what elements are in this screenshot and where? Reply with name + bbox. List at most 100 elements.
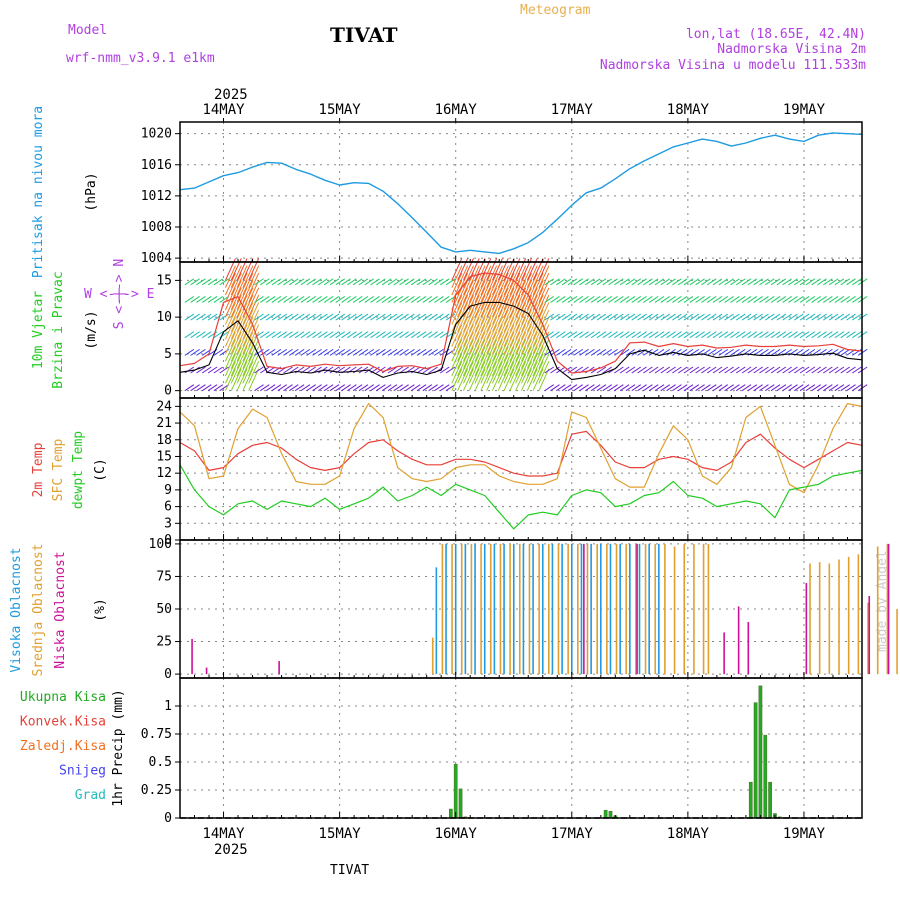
wind-barb xyxy=(462,346,474,369)
wind-barb xyxy=(648,296,659,303)
wind-barb xyxy=(643,313,653,321)
wind-barb xyxy=(753,278,763,286)
wind-barb xyxy=(631,366,642,374)
wind-barb xyxy=(526,324,538,347)
wind-barb xyxy=(846,366,856,374)
wind-barb xyxy=(370,313,380,321)
temp2m-ylabel: 2m Temp xyxy=(31,442,46,497)
wind-barb xyxy=(619,384,630,392)
wind-barb xyxy=(480,280,492,303)
wind-barb xyxy=(526,361,538,384)
wind-barb xyxy=(486,324,498,347)
wind-barb xyxy=(236,309,248,333)
wind-barb xyxy=(654,366,665,374)
wind-barb xyxy=(254,384,264,392)
wind-barb xyxy=(532,361,544,384)
wind-barb xyxy=(619,331,630,339)
wind-barb xyxy=(770,278,781,286)
wind-barb xyxy=(410,384,421,392)
wind-barb xyxy=(666,384,676,392)
wind-barb xyxy=(265,384,276,392)
date-label-bottom: 19MAY xyxy=(783,826,826,842)
wind-barb xyxy=(811,331,821,339)
sfc-temp-ylabel: SFC Temp xyxy=(51,439,66,502)
wind-barb xyxy=(567,366,578,374)
wind-barb xyxy=(515,280,527,303)
wind-barb xyxy=(782,296,792,303)
wind-barb xyxy=(608,348,618,356)
wind-barb xyxy=(248,309,260,333)
wind-barb xyxy=(387,313,398,321)
wind-barb xyxy=(405,331,415,339)
wind-barb xyxy=(788,366,798,374)
wind-compass-ew: W <-|-> E xyxy=(84,287,154,302)
wind-barb xyxy=(817,384,827,392)
wind-barb xyxy=(643,296,653,303)
wind-barb xyxy=(480,265,492,288)
wind-barb xyxy=(225,331,236,355)
wind-barb xyxy=(242,339,254,362)
wind-barb xyxy=(799,313,810,321)
wind-barb xyxy=(462,368,474,391)
wind-barb xyxy=(457,309,469,333)
wind-gust-line xyxy=(179,272,863,374)
wind-barb xyxy=(561,296,572,303)
wind-barb xyxy=(312,331,322,339)
wind-barb xyxy=(445,278,456,286)
wind-barb xyxy=(242,368,254,391)
legend-convective-rain: Konvek.Kisa xyxy=(20,715,106,730)
wind-barb xyxy=(289,296,299,303)
wind-barb xyxy=(515,316,527,340)
wind-barb xyxy=(486,346,498,369)
wind-barb xyxy=(799,366,810,374)
wind-barb xyxy=(381,384,392,392)
wind-barb xyxy=(735,296,746,303)
wind-barb xyxy=(497,294,509,318)
wind-barb xyxy=(718,278,729,286)
wind-barb xyxy=(643,348,653,356)
cloud-unit-label: (%) xyxy=(93,598,108,621)
wind-barb xyxy=(480,316,492,340)
wind-barb xyxy=(521,280,532,303)
station-title: TIVAT xyxy=(330,23,398,47)
wind-barb xyxy=(271,331,282,339)
cloud-mid-ylabel: Srednja Oblacnost xyxy=(31,543,46,676)
wind-barb xyxy=(492,294,503,318)
wind-barb xyxy=(852,366,862,374)
wind-barb xyxy=(451,302,463,325)
wind-barb xyxy=(416,278,427,286)
legend-snow: Snijeg xyxy=(59,764,106,779)
wind-barb xyxy=(695,278,705,286)
wind-barb xyxy=(497,331,509,355)
wind-barb xyxy=(480,309,492,333)
wind-barb xyxy=(474,339,486,362)
wind-barb xyxy=(219,384,229,392)
wind-barb xyxy=(614,366,624,374)
date-label-top: 14MAY xyxy=(202,102,245,118)
wind-barb xyxy=(747,278,758,286)
wind-barb xyxy=(445,384,456,392)
wind-barb xyxy=(318,313,328,321)
wind-barb xyxy=(201,331,212,339)
wind-barb xyxy=(509,368,521,391)
wind-barb xyxy=(637,313,647,321)
wind-barb xyxy=(486,280,498,303)
wind-barb xyxy=(399,384,409,392)
wind-barb xyxy=(677,348,688,356)
wind-barb xyxy=(526,287,538,310)
precip-bar xyxy=(748,781,753,819)
wind-barb xyxy=(532,309,544,333)
wind-barb xyxy=(718,296,729,303)
wind-barb xyxy=(341,278,351,286)
wind-barb xyxy=(428,278,438,286)
wind-barb xyxy=(817,313,827,321)
wind-barb xyxy=(683,278,694,286)
precip-bar xyxy=(768,781,772,819)
wind-barb xyxy=(265,313,276,321)
wind-barb xyxy=(556,366,566,374)
y-tick-label-clouds: 25 xyxy=(156,635,172,650)
wind-barb xyxy=(474,368,486,391)
wind-barb xyxy=(770,348,781,356)
wind-barb xyxy=(312,278,322,286)
wind-barb xyxy=(573,384,583,392)
